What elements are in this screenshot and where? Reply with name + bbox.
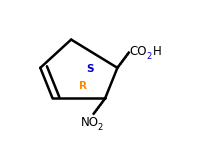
Text: S: S <box>86 64 93 74</box>
Text: 2: 2 <box>147 52 152 61</box>
Text: NO: NO <box>80 116 98 129</box>
Text: R: R <box>79 80 88 91</box>
Text: H: H <box>153 45 161 58</box>
Text: 2: 2 <box>97 123 103 132</box>
Text: CO: CO <box>130 45 147 58</box>
